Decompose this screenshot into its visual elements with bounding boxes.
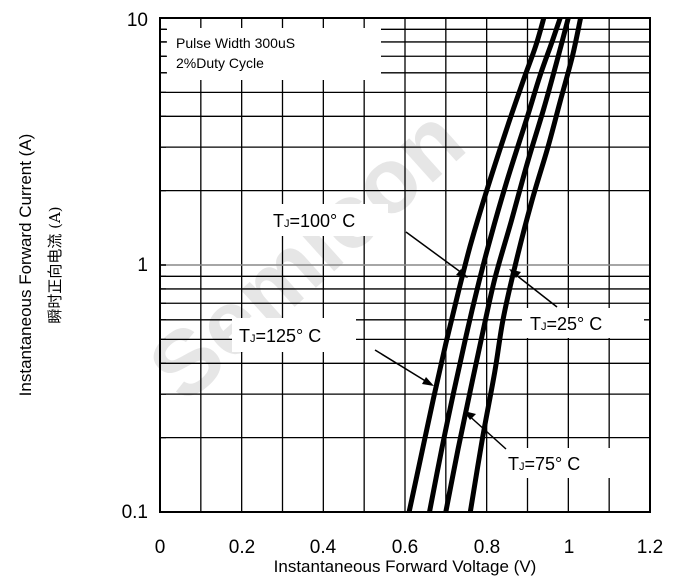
annotation-rest: =100° C — [290, 211, 356, 231]
watermark-text: Semicon — [130, 88, 483, 420]
annotation-leader — [510, 270, 558, 308]
y-tick-label: 0.1 — [122, 502, 148, 523]
annotation-arrowhead — [422, 377, 434, 386]
annotation-background — [522, 308, 644, 338]
annotation-arrowhead — [456, 269, 468, 278]
annotation-tj-25: TJ=25° C — [530, 314, 602, 334]
annotation-leader — [374, 349, 433, 386]
note-background — [167, 28, 381, 80]
annotation-subscript: J — [284, 218, 290, 230]
note-line: 2%Duty Cycle — [176, 55, 264, 71]
y-tick-labels: 0.1 1 10 — [122, 10, 148, 523]
x-tick-label: 0.2 — [229, 537, 255, 558]
annotation-subscript: J — [519, 461, 525, 473]
temperature-annotations: TJ=100° C TJ=125° C TJ=25° C TJ=75° C — [232, 204, 644, 478]
x-tick-label: 0.6 — [392, 537, 418, 558]
x-axis-title: Instantaneous Forward Voltage (V) — [274, 557, 537, 576]
test-conditions-note: Pulse Width 300uS 2%Duty Cycle — [167, 28, 381, 80]
annotation-main: T — [508, 454, 519, 474]
annotation-leader — [465, 412, 507, 450]
annotation-background — [502, 448, 612, 478]
y-axis-title: Instantaneous Forward Current (A) — [16, 134, 35, 397]
x-tick-label: 1 — [564, 537, 575, 558]
x-tick-label: 1.2 — [637, 537, 663, 558]
annotation-main: T — [530, 314, 541, 334]
series-line — [443, 17, 571, 513]
x-tick-label: 0.8 — [474, 537, 500, 558]
y-axis-title-cn: 瞬时正向电流 (A) — [46, 206, 64, 323]
x-tick-labels: 0 0.2 0.4 0.6 0.8 1 1.2 — [155, 537, 664, 558]
series-line — [467, 17, 584, 513]
x-tick-label: 0 — [155, 537, 166, 558]
annotation-rest: =75° C — [525, 454, 581, 474]
annotation-arrowhead — [464, 411, 476, 420]
annotation-rest: =125° C — [256, 326, 322, 346]
annotation-rest: =25° C — [547, 314, 603, 334]
annotation-background — [232, 318, 356, 352]
annotation-main: T — [239, 326, 250, 346]
annotation-tj-100: TJ=100° C — [273, 211, 355, 231]
annotation-background — [266, 204, 388, 236]
annotation-subscript: J — [541, 321, 547, 333]
annotation-tj-75: TJ=75° C — [508, 454, 580, 474]
y-tick-label: 1 — [137, 255, 148, 276]
annotation-leader — [405, 231, 467, 277]
series-curves — [406, 17, 584, 513]
annotation-subscript: J — [250, 333, 256, 345]
plot-frame — [159, 17, 651, 513]
y-tick-label: 10 — [127, 10, 148, 31]
annotation-main: T — [273, 211, 284, 231]
note-line: Pulse Width 300uS — [176, 35, 295, 51]
annotation-arrowhead — [509, 269, 521, 278]
series-line — [406, 17, 547, 513]
annotation-tj-125: TJ=125° C — [239, 326, 321, 346]
series-line — [427, 17, 563, 513]
x-tick-label: 0.4 — [310, 537, 337, 558]
grid — [160, 17, 650, 513]
